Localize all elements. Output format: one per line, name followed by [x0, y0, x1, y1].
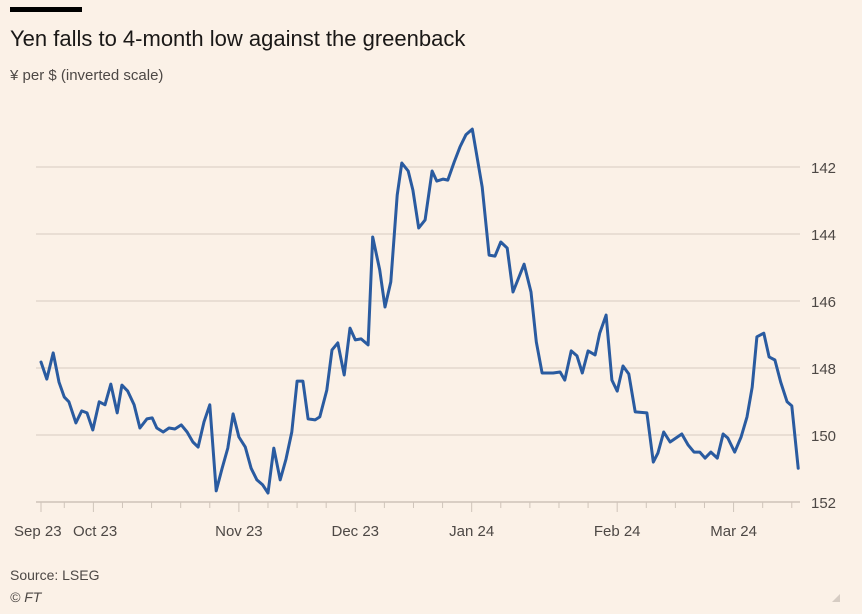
y-tick-label: 148 — [811, 361, 836, 378]
x-tick-label: Mar 24 — [710, 523, 757, 540]
x-tick-label: Dec 23 — [332, 523, 380, 540]
y-tick-label: 146 — [811, 294, 836, 311]
series-line — [39, 127, 800, 495]
y-tick-label: 152 — [811, 495, 836, 512]
x-tick-label: Nov 23 — [215, 523, 263, 540]
chart-title: Yen falls to 4-month low against the gre… — [10, 26, 466, 51]
x-tick-label: Jan 24 — [449, 523, 494, 540]
x-tick-label: Sep 23 — [14, 523, 62, 540]
ft-top-rule — [10, 7, 82, 12]
chart-subtitle: ¥ per $ (inverted scale) — [10, 67, 164, 84]
x-tick-label: Feb 24 — [594, 523, 641, 540]
x-tick-label: Oct 23 — [73, 523, 117, 540]
source-note: Source: LSEG — [10, 567, 100, 583]
y-tick-label: 150 — [811, 428, 836, 445]
y-tick-label: 142 — [811, 160, 836, 177]
y-tick-label: 144 — [811, 227, 836, 244]
resize-handle-icon[interactable] — [832, 594, 840, 602]
copyright-note: © FT — [10, 589, 42, 605]
